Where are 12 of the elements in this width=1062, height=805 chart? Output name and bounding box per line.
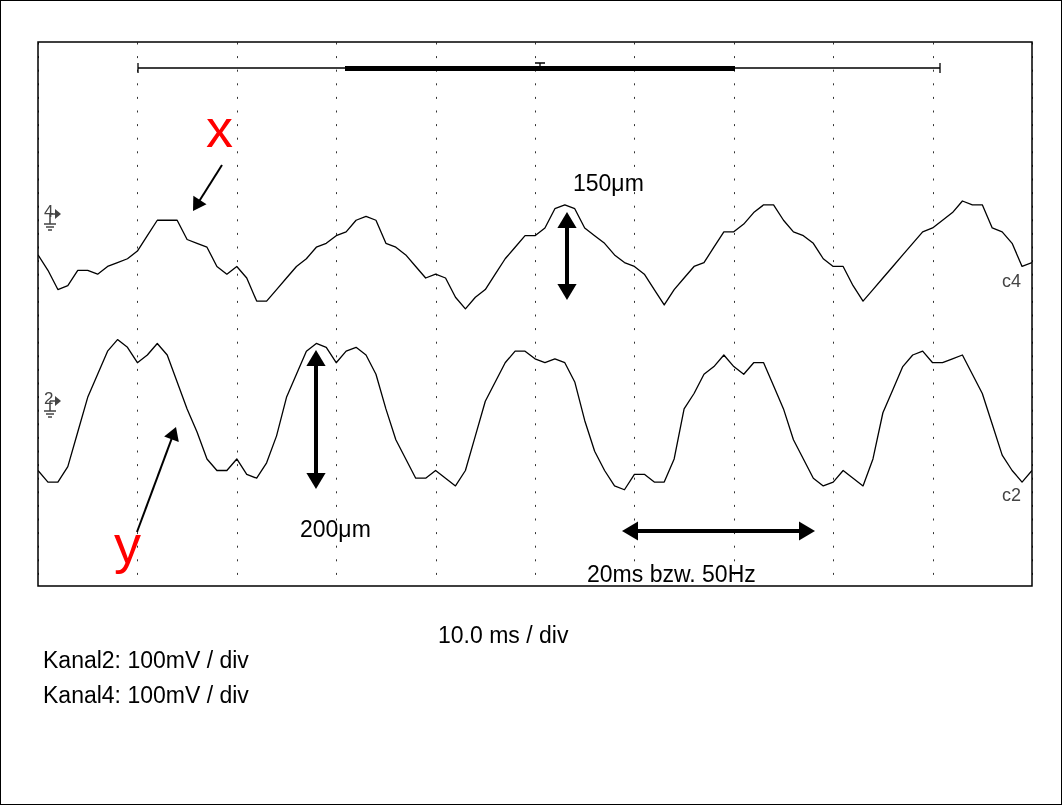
annotation: 20ms bzw. 50Hz bbox=[587, 561, 756, 587]
annotation: c2 bbox=[1002, 485, 1022, 505]
text: 10.0 ms / div bbox=[438, 622, 569, 648]
annotation: y bbox=[114, 514, 141, 574]
text: Kanal2: 100mV / div bbox=[43, 647, 250, 673]
annotation: 2 bbox=[44, 389, 54, 408]
annotation: c4 bbox=[1002, 271, 1022, 291]
text: x bbox=[206, 98, 233, 158]
text: Kanal4: 100mV / div bbox=[43, 682, 250, 708]
annotation: 200μm bbox=[300, 516, 371, 542]
text: 150μm bbox=[573, 170, 644, 196]
annotation: 4 bbox=[44, 202, 54, 221]
